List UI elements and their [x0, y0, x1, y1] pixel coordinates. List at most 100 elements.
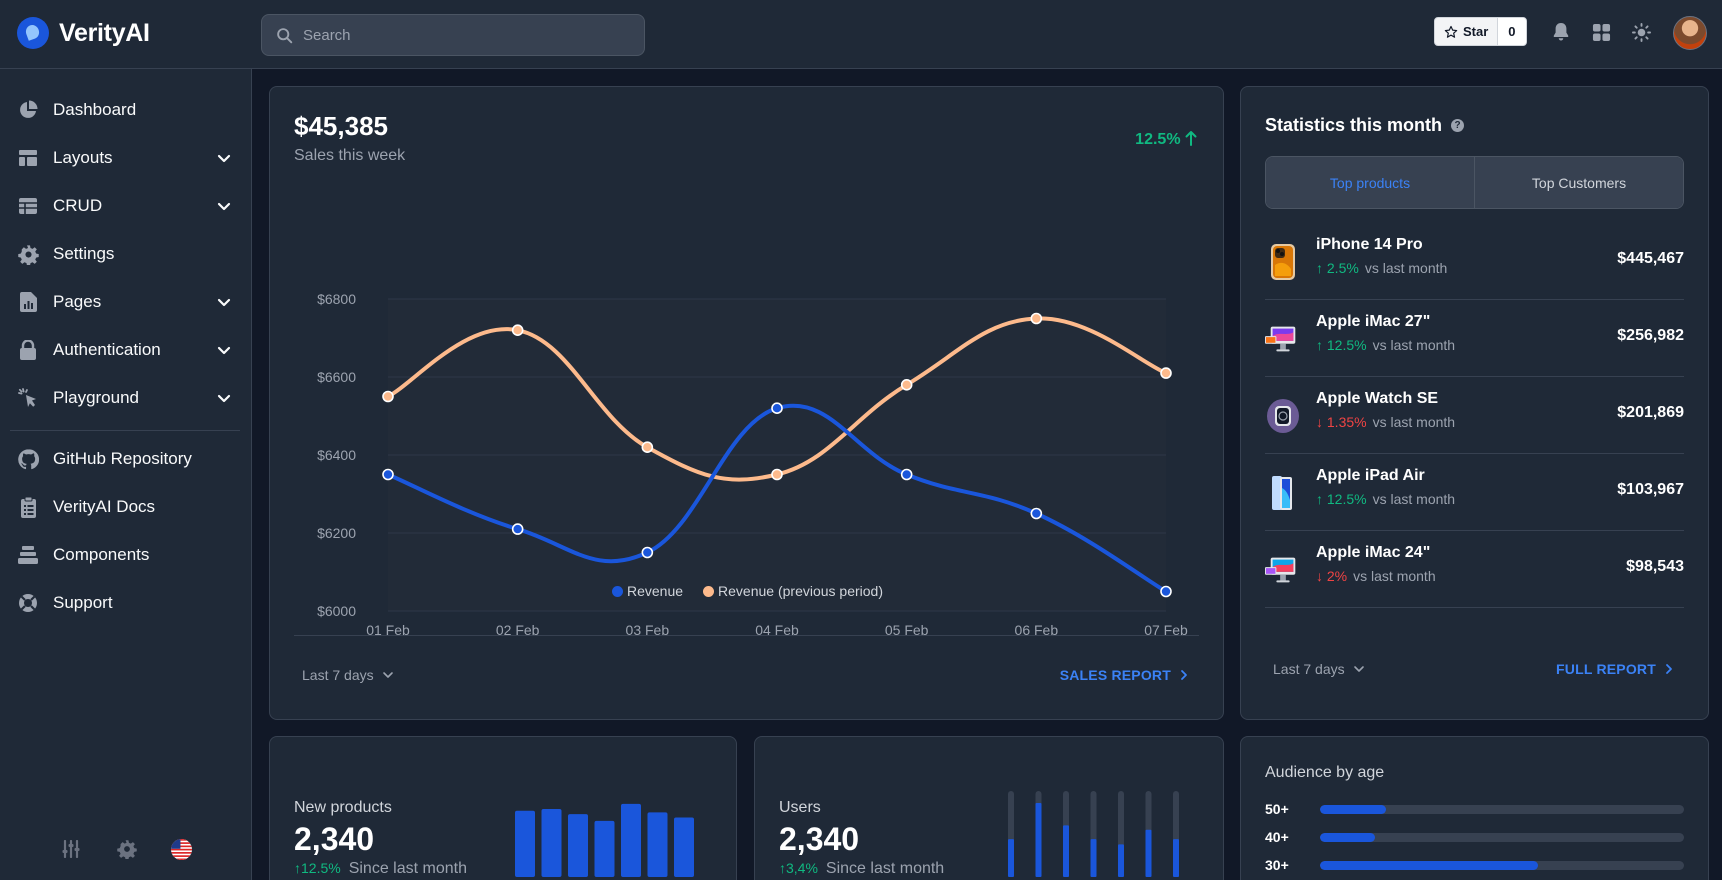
product-name: Apple iPad Air [1316, 467, 1425, 484]
sidebar-item-dashboard[interactable]: Dashboard [17, 92, 232, 128]
product-value: $98,543 [1626, 558, 1684, 575]
product-row[interactable]: Apple iMac 27" ↑ 12.5% vs last month $25… [1265, 300, 1684, 377]
age-label: 50+ [1265, 801, 1289, 817]
tab-top-products[interactable]: Top products [1266, 157, 1475, 208]
range-label: Last 7 days [302, 667, 374, 683]
sidebar-item-label: CRUD [53, 196, 103, 215]
search-input[interactable] [303, 26, 623, 44]
product-delta: ↑ 12.5% vs last month [1316, 337, 1455, 353]
bar [647, 812, 668, 877]
audience-row: 30+ [1265, 857, 1684, 873]
sidebar-item-crud[interactable]: CRUD [17, 188, 232, 224]
sidebar-link-support[interactable]: Support [17, 585, 232, 621]
sidebar-item-authentication[interactable]: Authentication [17, 332, 232, 368]
pie-chart-icon [17, 99, 39, 121]
chevron-down-icon [382, 672, 393, 678]
sidebar-link-docs[interactable]: VerityAI Docs [17, 489, 232, 525]
delta-up: ↑ 12.5% [1316, 337, 1367, 353]
tab-top-customers[interactable]: Top Customers [1475, 157, 1683, 208]
legend-label: Revenue (previous period) [718, 583, 884, 599]
sidebar-item-label: Layouts [53, 148, 113, 167]
imac-icon [1265, 551, 1301, 589]
ipad-icon [1265, 474, 1301, 512]
bar [1090, 839, 1097, 877]
bar [1008, 839, 1014, 877]
sales-change-badge: 12.5% [1135, 130, 1197, 149]
sidebar-item-label: Authentication [53, 340, 161, 359]
progress-track [1320, 804, 1684, 814]
users-title: Users [779, 799, 821, 816]
chevron-down-icon [217, 394, 231, 403]
lifebuoy-icon [17, 592, 39, 614]
delta-up: ↑3,4% [779, 860, 818, 876]
delta-down: ↓ 2% [1316, 568, 1348, 584]
apps-grid-icon[interactable] [1590, 21, 1612, 43]
delta-up: ↑12.5% [294, 860, 341, 876]
sales-range-dropdown[interactable]: Last 7 days [302, 667, 394, 683]
sidebar-item-pages[interactable]: Pages [17, 284, 232, 320]
sidebar-item-settings[interactable]: Settings [17, 236, 232, 272]
product-row[interactable]: iPhone 14 Pro ↑ 2.5% vs last month $445,… [1265, 223, 1684, 300]
logo[interactable]: VerityAI [17, 17, 150, 49]
chart-legend: Revenue Revenue (previous period) [270, 583, 1225, 599]
audience-row: 40+ [1265, 829, 1684, 845]
sidebar-link-label: Components [53, 545, 150, 564]
search-icon [277, 27, 293, 43]
vs-label: vs last month [1372, 491, 1456, 507]
product-delta: ↓ 1.35% vs last month [1316, 414, 1455, 430]
full-report-link[interactable]: FULL REPORT [1556, 661, 1674, 677]
arrow-up-icon [1185, 131, 1197, 146]
product-delta: ↑ 12.5% vs last month [1316, 491, 1455, 507]
audience-title: Audience by age [1265, 764, 1385, 781]
star-count[interactable]: 0 [1498, 18, 1526, 45]
sales-report-link[interactable]: SALES REPORT [1060, 667, 1189, 683]
product-value: $103,967 [1617, 481, 1684, 498]
sidebar-link-label: GitHub Repository [53, 449, 192, 468]
chevron-down-icon [217, 202, 231, 211]
delta-up: ↑ 12.5% [1316, 491, 1367, 507]
legend-item-revenue[interactable]: Revenue [611, 583, 684, 599]
legend-label: Revenue [626, 583, 684, 599]
progress-fill [1320, 804, 1386, 814]
data-point [1030, 312, 1043, 325]
legend-dot [703, 585, 715, 597]
sidebar-item-layouts[interactable]: Layouts [17, 140, 232, 176]
bar [621, 803, 641, 877]
sales-card: $45,385 Sales this week 12.5% $6800 $6600… [269, 86, 1224, 720]
sun-icon[interactable] [1630, 21, 1652, 43]
sidebar-link-github[interactable]: GitHub Repository [17, 441, 232, 477]
data-point [1160, 367, 1172, 379]
users-footer: ↑3,4% Since last month [779, 860, 944, 878]
sliders-icon[interactable] [60, 838, 82, 860]
search-box[interactable] [261, 14, 645, 56]
user-avatar[interactable] [1673, 16, 1707, 50]
data-point [771, 468, 783, 481]
users-card: Users 2,340 ↑3,4% Since last month [754, 736, 1224, 880]
statistics-title-text: Statistics this month [1265, 115, 1443, 135]
us-flag-icon[interactable] [170, 838, 192, 860]
github-star-button[interactable]: Star 0 [1434, 17, 1527, 46]
sales-subtitle: Sales this week [294, 147, 406, 164]
sidebar-link-label: Support [53, 593, 113, 612]
sidebar-link-components[interactable]: Components [17, 537, 232, 573]
sidebar-item-playground[interactable]: Playground [17, 380, 232, 416]
data-point [382, 390, 394, 403]
bar [594, 820, 615, 877]
lock-icon [17, 339, 39, 361]
product-row[interactable]: Apple iPad Air ↑ 12.5% vs last month $10… [1265, 454, 1684, 531]
bell-icon[interactable] [1550, 21, 1572, 43]
data-point [1160, 585, 1172, 598]
star-button-label[interactable]: Star [1435, 18, 1499, 45]
product-row[interactable]: Apple Watch SE ↓ 1.35% vs last month $20… [1265, 377, 1684, 454]
bar [1063, 825, 1069, 877]
bar [1173, 839, 1179, 877]
logo-mark-icon [17, 17, 49, 49]
product-name: Apple iMac 27" [1316, 313, 1431, 330]
legend-item-previous[interactable]: Revenue (previous period) [703, 583, 883, 599]
product-row[interactable]: Apple iMac 24" ↓ 2% vs last month $98,54… [1265, 531, 1684, 608]
gear-icon[interactable] [116, 838, 138, 860]
stats-range-dropdown[interactable]: Last 7 days [1273, 661, 1365, 677]
help-icon[interactable]: ? [1451, 119, 1465, 132]
progress-track [1320, 860, 1684, 870]
sales-amount: $45,385 [294, 111, 388, 141]
